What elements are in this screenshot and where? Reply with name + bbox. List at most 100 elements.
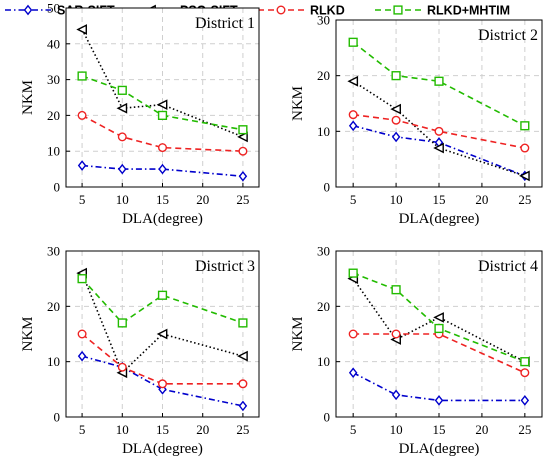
x-tick-label: 15 bbox=[433, 192, 446, 207]
data-point bbox=[391, 131, 401, 143]
series-rlkd-mhtim bbox=[348, 37, 530, 131]
x-axis-label: DLA(degree) bbox=[122, 211, 203, 227]
data-point bbox=[390, 103, 401, 115]
data-point bbox=[391, 71, 401, 81]
data-point bbox=[434, 323, 444, 334]
x-tick-label: 15 bbox=[156, 192, 169, 207]
series-pso-sift bbox=[347, 75, 530, 182]
series-rlkd bbox=[77, 110, 248, 156]
series-line bbox=[352, 80, 526, 177]
series-rlkd-mhtim bbox=[348, 268, 530, 367]
data-point bbox=[348, 120, 358, 132]
panel-title: District 2 bbox=[478, 27, 538, 44]
data-point bbox=[117, 318, 127, 328]
data-point bbox=[238, 400, 248, 412]
data-point bbox=[156, 328, 168, 340]
legend-label: RLKD bbox=[310, 4, 345, 18]
chart-panel-1: 5 10 15 20 25 0 10 20 30 40 50 District 1 DLA(degree… bbox=[20, 1, 260, 227]
data-point bbox=[348, 367, 358, 379]
x-tick-label: 25 bbox=[236, 422, 249, 437]
legend-marker bbox=[276, 5, 286, 15]
data-point bbox=[238, 379, 248, 389]
data-point bbox=[238, 318, 248, 328]
data-point bbox=[433, 142, 444, 154]
data-point bbox=[434, 126, 444, 136]
data-point bbox=[77, 274, 87, 284]
y-tick-label: 20 bbox=[47, 108, 60, 123]
x-tick-label: 15 bbox=[433, 422, 446, 437]
data-point bbox=[348, 268, 358, 278]
x-tick-label: 5 bbox=[350, 192, 357, 207]
data-point bbox=[520, 357, 530, 367]
data-point bbox=[157, 110, 168, 121]
data-point bbox=[77, 71, 87, 81]
series-line bbox=[81, 333, 243, 385]
data-point bbox=[347, 75, 359, 87]
series-line bbox=[353, 333, 526, 374]
panel-title: District 1 bbox=[195, 15, 255, 32]
legend-marker bbox=[23, 4, 33, 16]
series-sar-sift bbox=[77, 160, 248, 182]
y-axis-label: NKM bbox=[20, 316, 36, 351]
data-point bbox=[391, 329, 401, 339]
data-point bbox=[238, 146, 248, 156]
y-tick-label: 30 bbox=[47, 72, 60, 87]
x-tick-label: 10 bbox=[390, 422, 403, 437]
x-tick-label: 10 bbox=[390, 192, 403, 207]
data-point bbox=[158, 384, 167, 395]
y-tick-label: 50 bbox=[47, 1, 60, 16]
x-tick-label: 5 bbox=[350, 422, 357, 437]
x-tick-label: 5 bbox=[79, 422, 86, 437]
data-point bbox=[391, 389, 401, 401]
legend-marker bbox=[393, 5, 403, 15]
data-point bbox=[391, 285, 401, 295]
data-point bbox=[77, 160, 87, 171]
series-line bbox=[81, 278, 244, 324]
x-axis-label: DLA(degree) bbox=[399, 211, 480, 227]
y-tick-label: 10 bbox=[47, 354, 60, 369]
series-line bbox=[81, 114, 243, 152]
x-tick-label: 25 bbox=[518, 192, 531, 207]
data-point bbox=[348, 110, 358, 120]
data-point bbox=[117, 85, 127, 95]
data-point bbox=[158, 163, 167, 175]
series-rlkd bbox=[348, 110, 530, 153]
y-tick-label: 30 bbox=[317, 244, 330, 259]
plot-area bbox=[66, 8, 259, 187]
data-point bbox=[391, 115, 401, 125]
y-tick-label: 40 bbox=[47, 36, 60, 51]
series-rlkd bbox=[77, 329, 248, 389]
data-point bbox=[76, 24, 87, 35]
data-point bbox=[520, 143, 530, 153]
y-tick-label: 0 bbox=[324, 410, 331, 425]
series-sar-sift bbox=[348, 367, 530, 406]
series-rlkd-mhtim bbox=[77, 71, 248, 135]
data-point bbox=[348, 329, 358, 339]
x-axis-label: DLA(degree) bbox=[399, 441, 480, 457]
legend-item: RLKD bbox=[258, 4, 345, 18]
y-axis-label: NKM bbox=[290, 316, 306, 351]
data-point bbox=[238, 125, 248, 135]
y-tick-label: 10 bbox=[317, 124, 330, 139]
data-point bbox=[77, 110, 87, 120]
series-line bbox=[81, 75, 244, 131]
x-tick-label: 25 bbox=[518, 422, 531, 437]
y-tick-label: 0 bbox=[324, 180, 331, 195]
x-tick-label: 20 bbox=[196, 422, 209, 437]
y-tick-label: 20 bbox=[317, 299, 330, 314]
data-point bbox=[117, 362, 127, 372]
data-point bbox=[116, 102, 128, 114]
series-rlkd-mhtim bbox=[77, 274, 248, 328]
x-tick-label: 20 bbox=[475, 422, 488, 437]
y-tick-label: 0 bbox=[54, 410, 61, 425]
y-axis-label: NKM bbox=[290, 86, 306, 121]
series-line bbox=[353, 113, 525, 149]
series-pso-sift bbox=[76, 24, 248, 143]
data-point bbox=[434, 395, 444, 406]
y-tick-label: 30 bbox=[47, 244, 60, 259]
data-point bbox=[348, 37, 358, 47]
series-line bbox=[352, 278, 526, 363]
data-point bbox=[434, 76, 444, 86]
